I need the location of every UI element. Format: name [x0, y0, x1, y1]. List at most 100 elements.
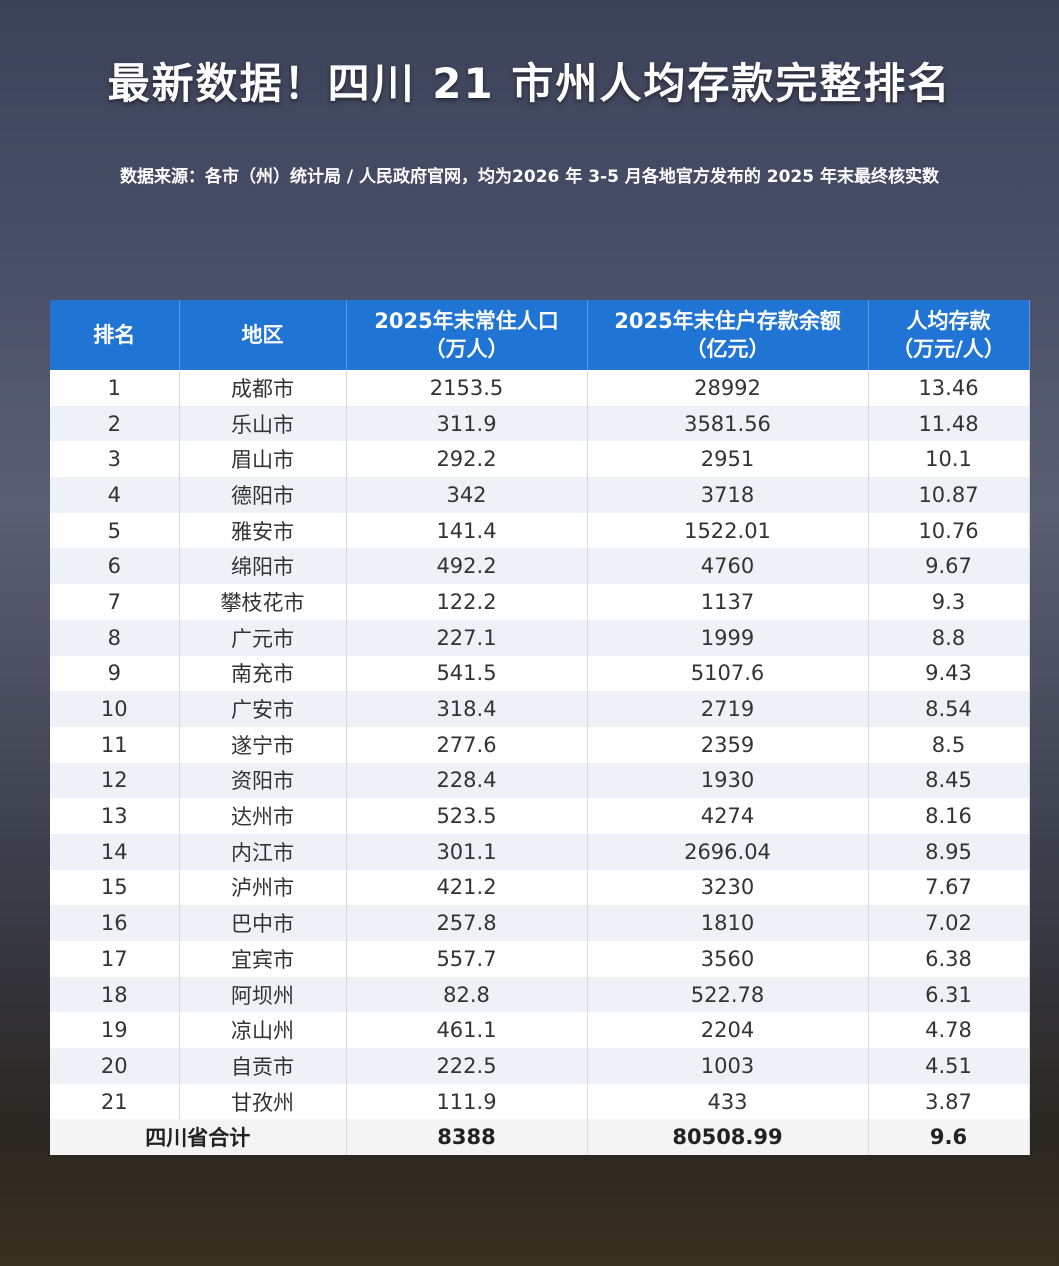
table-cell: 318.4 — [346, 691, 588, 727]
column-header: 人均存款 （万元/人） — [868, 300, 1030, 370]
table-cell: 绵阳市 — [179, 548, 347, 585]
table-cell: 内江市 — [179, 833, 347, 870]
table-cell: 3230 — [587, 869, 869, 906]
table-cell: 5 — [50, 512, 180, 549]
table-cell: 10.76 — [868, 512, 1030, 549]
table-cell: 4760 — [587, 548, 869, 585]
table-cell: 达州市 — [179, 798, 347, 834]
table-cell: 122.2 — [346, 584, 588, 620]
table-cell: 3 — [50, 441, 180, 478]
table-row: 21 甘孜州 111.9 433 3.87 — [50, 1083, 1030, 1120]
total-label: 四川省合计 — [50, 1119, 347, 1156]
table-cell: 11 — [50, 726, 180, 763]
table-row: 9 南充市 541.5 5107.6 9.43 — [50, 655, 1030, 692]
table-cell: 阿坝州 — [179, 976, 347, 1013]
table-cell: 82.8 — [346, 976, 588, 1013]
table-cell: 9.3 — [868, 584, 1030, 620]
table-cell: 2719 — [587, 691, 869, 727]
table-cell: 257.8 — [346, 905, 588, 941]
table-cell: 18 — [50, 976, 180, 1013]
table-cell: 3560 — [587, 941, 869, 977]
table-cell: 13 — [50, 798, 180, 834]
table-row: 11 遂宁市 277.6 2359 8.5 — [50, 726, 1030, 763]
table-cell: 遂宁市 — [179, 726, 347, 763]
table-cell: 2204 — [587, 1012, 869, 1049]
table-cell: 8.95 — [868, 833, 1030, 870]
table-cell: 南充市 — [179, 655, 347, 692]
table-cell: 523.5 — [346, 798, 588, 834]
table-cell: 421.2 — [346, 869, 588, 906]
table-cell: 222.5 — [346, 1048, 588, 1084]
table-cell: 泸州市 — [179, 869, 347, 906]
table-cell: 成都市 — [179, 370, 347, 406]
ranking-table: 排名 地区 2025年末常住人口 （万人） 2025年末住户存款余额 （亿元） 人均存款 （万… — [50, 300, 1030, 1156]
table-cell: 自贡市 — [179, 1048, 347, 1084]
table-cell: 德阳市 — [179, 477, 347, 513]
table-cell: 7 — [50, 584, 180, 620]
column-header: 2025年末住户存款余额 （亿元） — [587, 300, 869, 370]
table-cell: 8 — [50, 619, 180, 656]
table-cell: 3718 — [587, 477, 869, 513]
table-cell: 228.4 — [346, 762, 588, 799]
table-cell: 277.6 — [346, 726, 588, 763]
table-cell: 凉山州 — [179, 1012, 347, 1049]
table-cell: 8.5 — [868, 726, 1030, 763]
total-cell: 8388 — [346, 1119, 588, 1156]
table-cell: 6 — [50, 548, 180, 585]
table-row: 5 雅安市 141.4 1522.01 10.76 — [50, 512, 1030, 549]
table-cell: 28992 — [587, 370, 869, 406]
table-cell: 广元市 — [179, 619, 347, 656]
table-cell: 11.48 — [868, 405, 1030, 442]
table-cell: 9.67 — [868, 548, 1030, 585]
table-cell: 1137 — [587, 584, 869, 620]
table-cell: 2951 — [587, 441, 869, 478]
table-cell: 雅安市 — [179, 512, 347, 549]
header-line: （万元/人） — [892, 337, 1005, 361]
subtitle: 数据来源：各市（州）统计局 / 人民政府官网，均为2026 年 3-5 月各地官… — [120, 167, 939, 187]
table-cell: 1003 — [587, 1048, 869, 1084]
table-cell: 492.2 — [346, 548, 588, 585]
header-line: （万人） — [424, 337, 509, 361]
table-cell: 8.16 — [868, 798, 1030, 834]
header-line: 2025年末常住人口 — [374, 309, 559, 333]
table-cell: 1522.01 — [587, 512, 869, 549]
table-cell: 1930 — [587, 762, 869, 799]
header-row: 排名 地区 2025年末常住人口 （万人） 2025年末住户存款余额 （亿元） 人均存款 （万… — [50, 300, 1030, 370]
table-cell: 9 — [50, 655, 180, 692]
table-cell: 4.51 — [868, 1048, 1030, 1084]
table-row: 15 泸州市 421.2 3230 7.67 — [50, 869, 1030, 906]
table-body: 1 成都市 2153.5 28992 13.46 2 乐山市 311.9 3581.56 11.4… — [50, 370, 1030, 1156]
table-cell: 乐山市 — [179, 405, 347, 442]
table-cell: 4.78 — [868, 1012, 1030, 1049]
table-cell: 15 — [50, 869, 180, 906]
table-cell: 5107.6 — [587, 655, 869, 692]
table-cell: 广安市 — [179, 691, 347, 727]
table-cell: 557.7 — [346, 941, 588, 977]
table-row: 14 内江市 301.1 2696.04 8.95 — [50, 833, 1030, 870]
table-cell: 6.38 — [868, 941, 1030, 977]
table-cell: 292.2 — [346, 441, 588, 478]
table-cell: 141.4 — [346, 512, 588, 549]
table-row: 13 达州市 523.5 4274 8.16 — [50, 798, 1030, 834]
table-row: 17 宜宾市 557.7 3560 6.38 — [50, 941, 1030, 977]
table-cell: 541.5 — [346, 655, 588, 692]
table-cell: 2696.04 — [587, 833, 869, 870]
table-row: 8 广元市 227.1 1999 8.8 — [50, 619, 1030, 656]
table-cell: 301.1 — [346, 833, 588, 870]
table-cell: 522.78 — [587, 976, 869, 1013]
table-cell: 21 — [50, 1083, 180, 1120]
total-row: 四川省合计 8388 80508.99 9.6 — [50, 1119, 1030, 1156]
table-cell: 1810 — [587, 905, 869, 941]
table-cell: 8.45 — [868, 762, 1030, 799]
table-cell: 19 — [50, 1012, 180, 1049]
table-row: 3 眉山市 292.2 2951 10.1 — [50, 441, 1030, 478]
table-cell: 13.46 — [868, 370, 1030, 406]
table-cell: 311.9 — [346, 405, 588, 442]
column-header: 排名 — [50, 300, 180, 370]
table-cell: 227.1 — [346, 619, 588, 656]
table-cell: 10.1 — [868, 441, 1030, 478]
table-cell: 111.9 — [346, 1083, 588, 1120]
table-row: 6 绵阳市 492.2 4760 9.67 — [50, 548, 1030, 585]
table-cell: 6.31 — [868, 976, 1030, 1013]
table-cell: 资阳市 — [179, 762, 347, 799]
